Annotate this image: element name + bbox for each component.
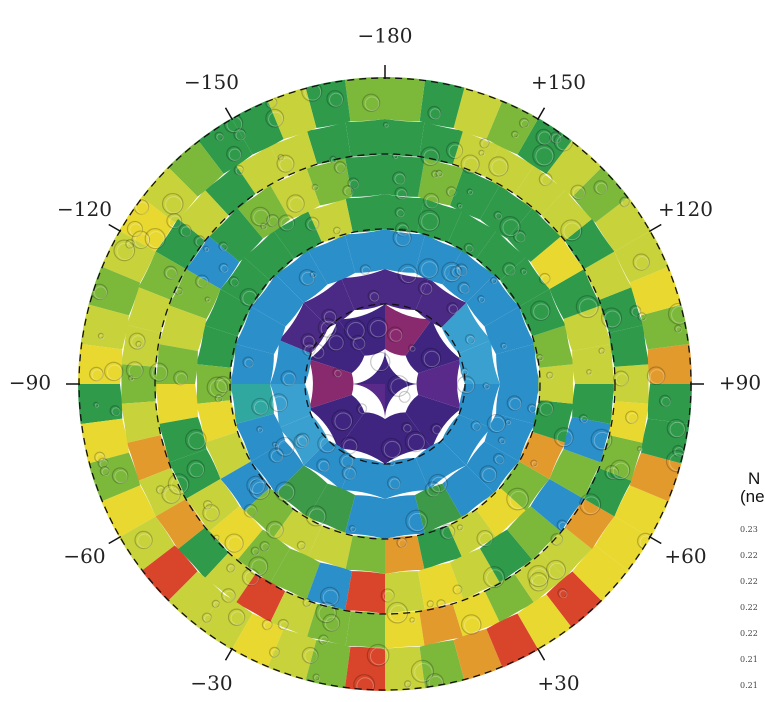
longitude-label: +60 <box>664 544 706 568</box>
legend-label: 0.22 <box>740 603 758 612</box>
map-tile <box>648 384 695 424</box>
longitude-label: −120 <box>57 197 112 221</box>
map-tile <box>345 647 385 694</box>
legend-title: (ne <box>740 487 765 506</box>
longitude-tick <box>226 108 233 120</box>
page: {"map": {"longitude_labels": [ {"value":… <box>0 0 765 702</box>
longitude-label: −150 <box>184 70 239 94</box>
map-tile <box>385 647 425 694</box>
map-tile <box>345 571 385 614</box>
longitude-tick <box>109 537 121 544</box>
legend-label: 0.22 <box>740 577 758 586</box>
longitude-label: +30 <box>537 671 579 695</box>
map-tile <box>572 344 615 384</box>
map-tile <box>75 344 122 384</box>
legend-label: 0.21 <box>740 655 758 664</box>
map-tile <box>538 364 574 404</box>
map-tile <box>345 154 385 197</box>
longitude-label: +90 <box>719 371 761 395</box>
longitude-tick <box>649 225 661 232</box>
map-tile <box>648 344 695 384</box>
longitude-tick <box>538 108 545 120</box>
map-tile <box>155 384 198 424</box>
map-tile <box>346 611 385 649</box>
legend: N(ne0.230.220.220.220.220.210.210.21 <box>740 469 765 702</box>
map-tile <box>385 74 425 121</box>
map-tile <box>346 119 385 157</box>
map-tile <box>385 571 425 614</box>
longitude-tick <box>226 648 233 660</box>
polar-map: −180 +150 +120 +90 +60 +30 −30 −60 −90 −120 −150 N… <box>0 0 765 702</box>
map-tile <box>572 384 615 424</box>
longitude-label: −180 <box>358 24 413 48</box>
legend-label: 0.21 <box>740 681 758 690</box>
longitude-label: +120 <box>658 197 713 221</box>
longitude-tick <box>649 537 661 544</box>
map-tile <box>385 119 424 157</box>
legend-label: 0.22 <box>740 551 758 560</box>
longitude-tick <box>538 648 545 660</box>
legend-label: 0.23 <box>740 525 758 534</box>
legend-title: N <box>748 469 760 488</box>
legend-label: 0.22 <box>740 629 758 638</box>
longitude-tick <box>109 225 121 232</box>
longitude-label: +150 <box>531 70 586 94</box>
longitude-label: −60 <box>63 544 105 568</box>
longitude-label: −30 <box>190 671 232 695</box>
longitude-label: −90 <box>9 371 51 395</box>
